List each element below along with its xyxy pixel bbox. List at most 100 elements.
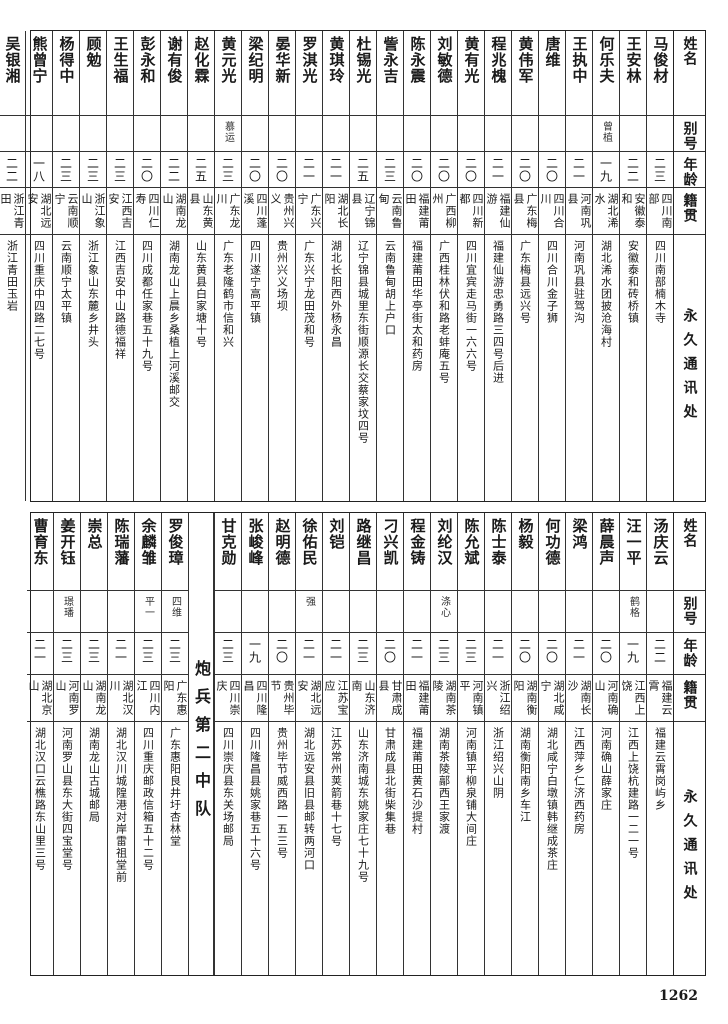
address-cell: 江西萍乡仁济西药房 xyxy=(566,722,592,975)
person-name: 杨得中 xyxy=(57,36,76,84)
name-cell: 杨毅 xyxy=(512,513,538,591)
person-name: 黄琪玲 xyxy=(327,36,346,84)
native-cell: 福建云霄 xyxy=(647,675,673,722)
person-column: 黄伟军 二〇 广东梅县 广东梅县远兴号 xyxy=(511,31,538,501)
person-name: 张峻峰 xyxy=(246,518,265,566)
person-age: 一九 xyxy=(625,638,640,664)
alias-cell xyxy=(377,116,403,152)
person-native: 浙江青田 xyxy=(0,193,25,229)
person-address: 江西萍乡仁济西药房 xyxy=(572,727,586,835)
native-cell: 云南鲁甸 xyxy=(377,188,403,235)
alias-cell xyxy=(53,116,79,152)
alias-cell xyxy=(593,591,619,633)
person-native: 四川新都 xyxy=(458,193,484,229)
person-age: 二三 xyxy=(112,157,127,183)
age-cell: 二〇 xyxy=(431,152,457,188)
alias-cell xyxy=(107,116,133,152)
name-cell: 彭永和 xyxy=(134,31,160,116)
person-age: 二三 xyxy=(58,157,73,183)
header-cell-native: 籍贯 xyxy=(674,675,705,722)
age-cell: 二〇 xyxy=(539,633,565,675)
person-name: 何乐夫 xyxy=(597,36,616,84)
name-cell: 赵化霖 xyxy=(188,31,214,116)
alias-cell xyxy=(377,591,403,633)
person-native: 河南巩县 xyxy=(566,193,592,229)
person-native: 广东惠阳 xyxy=(162,680,188,716)
native-cell: 云南顺宁 xyxy=(53,188,79,235)
age-cell: 二一 xyxy=(323,152,349,188)
address-cell: 四川崇庆县东关场邮局 xyxy=(215,722,241,975)
age-cell: 二三 xyxy=(377,152,403,188)
person-column: 赵化霖 二五 山东黄县 山东黄县白家塘十号 xyxy=(187,31,214,501)
address-cell: 浙江绍兴山阴 xyxy=(485,722,511,975)
person-alias: 强 xyxy=(303,596,315,607)
native-cell: 湖北咸宁 xyxy=(539,675,565,722)
person-address: 湖北汉口云樵路东山里三号 xyxy=(33,727,47,871)
person-age: 二二 xyxy=(625,157,640,183)
name-cell: 梁鸿 xyxy=(566,513,592,591)
person-name: 程兆槐 xyxy=(489,36,508,84)
name-cell: 黄琪玲 xyxy=(323,31,349,116)
person-column: 王生福 二三 江西吉安 江西吉安中山路德福祥 xyxy=(106,31,133,501)
address-cell: 江苏常州荚箭巷十七号 xyxy=(323,722,349,975)
name-cell: 路继昌 xyxy=(350,513,376,591)
person-name: 黄伟军 xyxy=(516,36,535,84)
person-name: 王生福 xyxy=(111,36,130,84)
person-column: 顾勉 二三 浙江象山 浙江象山东麓乡井头 xyxy=(79,31,106,501)
person-age: 二一 xyxy=(32,638,47,664)
person-name: 徐佑民 xyxy=(300,518,319,566)
alias-cell xyxy=(620,116,646,152)
person-name: 熊曾宁 xyxy=(30,36,49,84)
header-cell-name: 姓名 xyxy=(674,513,705,591)
alias-cell xyxy=(350,116,376,152)
address-cell: 湖南龙山上晨乡桑植上河溪邮交 xyxy=(161,235,187,501)
person-age: 二二 xyxy=(4,157,19,183)
person-name: 陈永震 xyxy=(408,36,427,84)
person-native: 四川合川 xyxy=(539,193,565,229)
age-cell: 二〇 xyxy=(512,633,538,675)
native-cell: 河南确山 xyxy=(593,675,619,722)
header-cell-native: 籍贯 xyxy=(674,188,705,235)
address-cell: 河南巩县驻驾沟 xyxy=(566,235,592,501)
person-name: 刘纶汉 xyxy=(435,518,454,566)
address-cell: 四川重庆中四路二七号 xyxy=(26,235,52,501)
person-column: 甘克勋 二三 四川崇庆 四川崇庆县东关场邮局 xyxy=(214,513,241,975)
age-cell: 二〇 xyxy=(269,152,295,188)
native-cell: 贵州兴义 xyxy=(269,188,295,235)
person-address: 湖北浠水团披沧海村 xyxy=(599,240,613,348)
person-alias: 璟璠 xyxy=(61,596,73,618)
person-alias: 鹤格 xyxy=(627,596,639,618)
address-cell: 广东梅县远兴号 xyxy=(512,235,538,501)
header-column: 姓名 别号 年龄 籍贯 永久通讯处 xyxy=(673,513,705,975)
person-native: 湖北汉川 xyxy=(108,680,134,716)
person-name: 陈士泰 xyxy=(489,518,508,566)
alias-cell: 慕运 xyxy=(215,116,241,152)
alias-cell xyxy=(404,591,430,633)
name-cell: 汤庆云 xyxy=(647,513,673,591)
age-cell: 二一 xyxy=(485,633,511,675)
person-native: 湖南龙山 xyxy=(161,193,187,229)
person-column: 陈永震 二〇 福建莆田 福建莆田华亭街太和药房 xyxy=(403,31,430,501)
native-cell: 四川仁寿 xyxy=(134,188,160,235)
name-cell: 杜锡光 xyxy=(350,31,376,116)
person-name: 刁兴凯 xyxy=(381,518,400,566)
person-column: 刘铠 二一 江苏宝应 江苏常州荚箭巷十七号 xyxy=(322,513,349,975)
native-cell: 湖北浠水 xyxy=(593,188,619,235)
section-title: 炮兵第二中队 xyxy=(192,660,211,828)
person-column: 刁兴凯 二〇 甘肃成县 甘肃成县北街柴集巷 xyxy=(376,513,403,975)
header-cell-address: 永久通讯处 xyxy=(674,722,705,975)
native-cell: 四川内江 xyxy=(135,675,161,722)
address-cell: 浙江青田玉岩 xyxy=(0,235,25,501)
person-name: 梁鸿 xyxy=(570,518,589,550)
address-cell: 河南确山薛家庄 xyxy=(593,722,619,975)
person-age: 二〇 xyxy=(382,638,397,664)
person-age: 二〇 xyxy=(517,638,532,664)
person-age: 二三 xyxy=(382,157,397,183)
native-cell: 湖北远安 xyxy=(26,188,52,235)
person-native: 福建云霄 xyxy=(647,680,673,716)
person-column: 程兆槐 二一 福建仙游 福建仙游忠勇路三四号后进 xyxy=(484,31,511,501)
age-cell: 二〇 xyxy=(593,633,619,675)
native-cell: 河南巩县 xyxy=(566,188,592,235)
person-age: 二〇 xyxy=(598,638,613,664)
header-label: 籍贯 xyxy=(681,680,698,710)
